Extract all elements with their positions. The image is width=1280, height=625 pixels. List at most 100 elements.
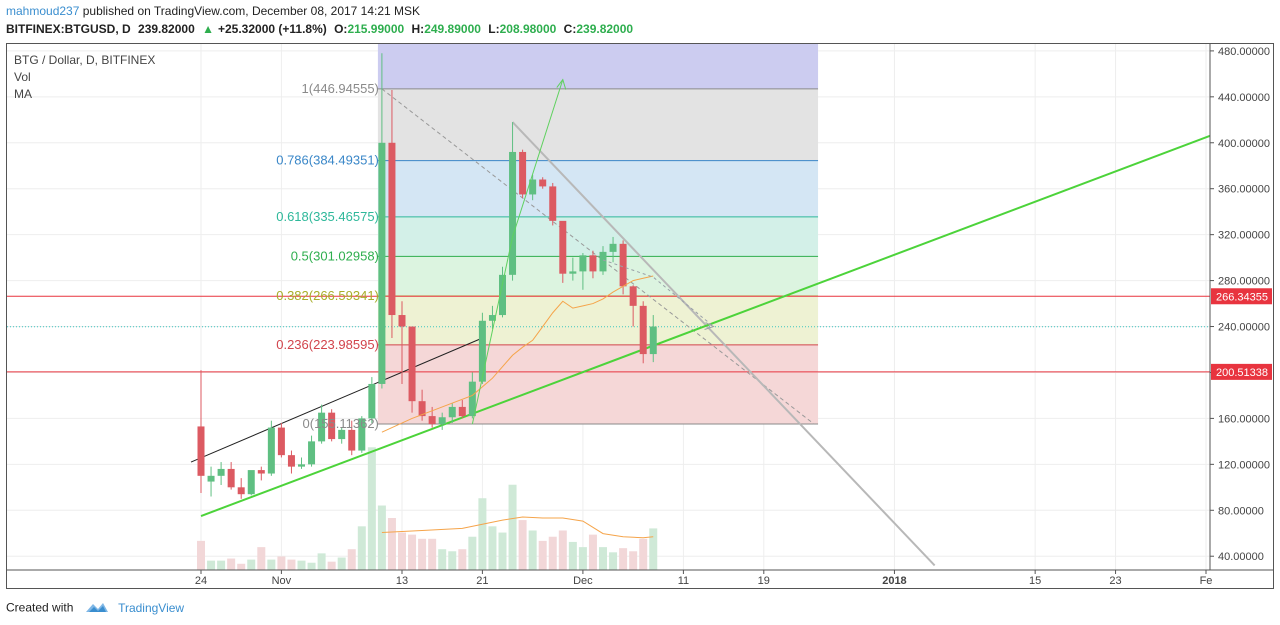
low-label: L:: [488, 22, 500, 36]
tradingview-link[interactable]: TradingView: [118, 600, 185, 615]
candle-body: [509, 151, 517, 275]
volume-bar: [418, 538, 427, 570]
volume-bar: [297, 560, 306, 570]
fib-extension-band: [377, 44, 819, 89]
fib-level-label: 0.5(301.02958): [291, 248, 379, 263]
candle-body: [468, 381, 476, 417]
volume-bar: [287, 559, 296, 570]
x-tick-label: 21: [476, 575, 488, 587]
candle-body: [639, 305, 647, 355]
legend-volume[interactable]: Vol: [14, 70, 31, 84]
up-arrow-icon: ▲: [202, 22, 214, 36]
black-channel-line: [190, 337, 483, 463]
volume-bar: [508, 484, 517, 570]
candle-body: [549, 186, 557, 221]
y-tick-label: 360.00000: [1218, 184, 1270, 196]
candle-body: [358, 418, 366, 451]
volume-bar: [488, 526, 497, 570]
fib-band: [377, 295, 819, 345]
candle-body: [488, 315, 496, 321]
fib-level-label: 1(446.94555): [302, 81, 379, 96]
volume-bar: [629, 551, 638, 570]
tradingview-logo-icon: [85, 600, 109, 617]
price-change: +25.32000 (+11.8%): [217, 22, 327, 36]
candle-body: [298, 464, 305, 467]
x-tick-label: 19: [758, 575, 770, 587]
volume-bar: [267, 559, 276, 570]
fib-level-label: 0.236(223.98595): [276, 337, 379, 352]
volume-bar: [558, 530, 567, 570]
candle-body: [539, 179, 547, 187]
y-tick-label: 280.00000: [1218, 276, 1270, 288]
volume-bar: [227, 558, 236, 570]
candle-body: [257, 470, 265, 474]
open-value: 215.99000: [347, 22, 405, 36]
volume-bar: [649, 528, 658, 570]
x-tick-label: 11: [678, 575, 689, 587]
fib-level-label: 0(155.11362): [303, 416, 379, 431]
candle-body: [619, 243, 627, 287]
volume-bar: [327, 561, 336, 570]
candle-body: [338, 429, 346, 440]
x-tick-label: 13: [396, 575, 408, 587]
candle-body: [217, 468, 225, 476]
volume-bar: [307, 562, 316, 570]
volume-bar: [197, 540, 205, 570]
volume-bar: [528, 530, 537, 570]
price-level-tag: [1211, 363, 1272, 380]
footer: Created with TradingView: [6, 600, 184, 617]
candle-body: [408, 326, 416, 402]
fib-band: [377, 160, 819, 217]
volume-bar: [538, 540, 547, 570]
candle-body: [609, 243, 617, 252]
candle-body: [368, 383, 376, 419]
candle-body: [318, 412, 326, 442]
projection-arrow-green: [471, 79, 564, 425]
volume-bar: [568, 541, 577, 570]
x-tick-label: Fe: [1200, 575, 1213, 587]
candle-body: [478, 320, 486, 382]
candle-body: [448, 406, 456, 418]
fib-band: [377, 88, 819, 161]
y-tick-label: 80.00000: [1218, 505, 1264, 517]
candle-body: [499, 274, 506, 316]
y-tick-label: 320.00000: [1218, 230, 1270, 242]
published-text: published on TradingView.com, December 0…: [82, 4, 421, 18]
candle-body: [287, 455, 295, 467]
fib-level-label: 0.382(266.59341): [276, 288, 379, 303]
fib-level-label: 0.618(335.46575): [276, 209, 379, 224]
volume-bar: [217, 560, 226, 570]
legend-title[interactable]: BTG / Dollar, D, BITFINEX: [14, 53, 156, 67]
candle-body: [458, 406, 466, 417]
volume-bar: [619, 548, 628, 570]
price-level-tag-label: 266.34355: [1216, 291, 1268, 303]
candle-body: [227, 468, 235, 488]
volume-bar: [257, 547, 266, 570]
legend-ma[interactable]: MA: [14, 87, 32, 101]
candle-body: [629, 286, 637, 306]
volume-bar: [478, 498, 487, 570]
candle-body: [237, 487, 245, 495]
y-tick-label: 120.00000: [1218, 459, 1270, 471]
volume-bar: [468, 536, 477, 570]
volume-bar: [599, 547, 607, 570]
y-tick-label: 400.00000: [1218, 138, 1270, 150]
volume-bar: [458, 549, 467, 570]
candle-body: [529, 179, 537, 195]
candle-body: [308, 441, 316, 465]
y-tick-label: 480.00000: [1218, 46, 1270, 58]
chart-frame[interactable]: [6, 43, 1274, 589]
x-tick-label: 24: [195, 575, 207, 587]
candle-body: [438, 417, 446, 425]
candle-body: [519, 151, 527, 195]
x-tick-label: 15: [1029, 575, 1041, 587]
volume-bar: [207, 560, 216, 570]
high-value: 249.89000: [424, 22, 481, 36]
volume-bar: [588, 534, 597, 570]
fib-band: [377, 256, 819, 296]
volume-bar: [518, 520, 527, 570]
author-link[interactable]: mahmoud237: [6, 4, 80, 18]
y-tick-label: 160.00000: [1218, 413, 1270, 425]
candle-body: [267, 427, 275, 474]
